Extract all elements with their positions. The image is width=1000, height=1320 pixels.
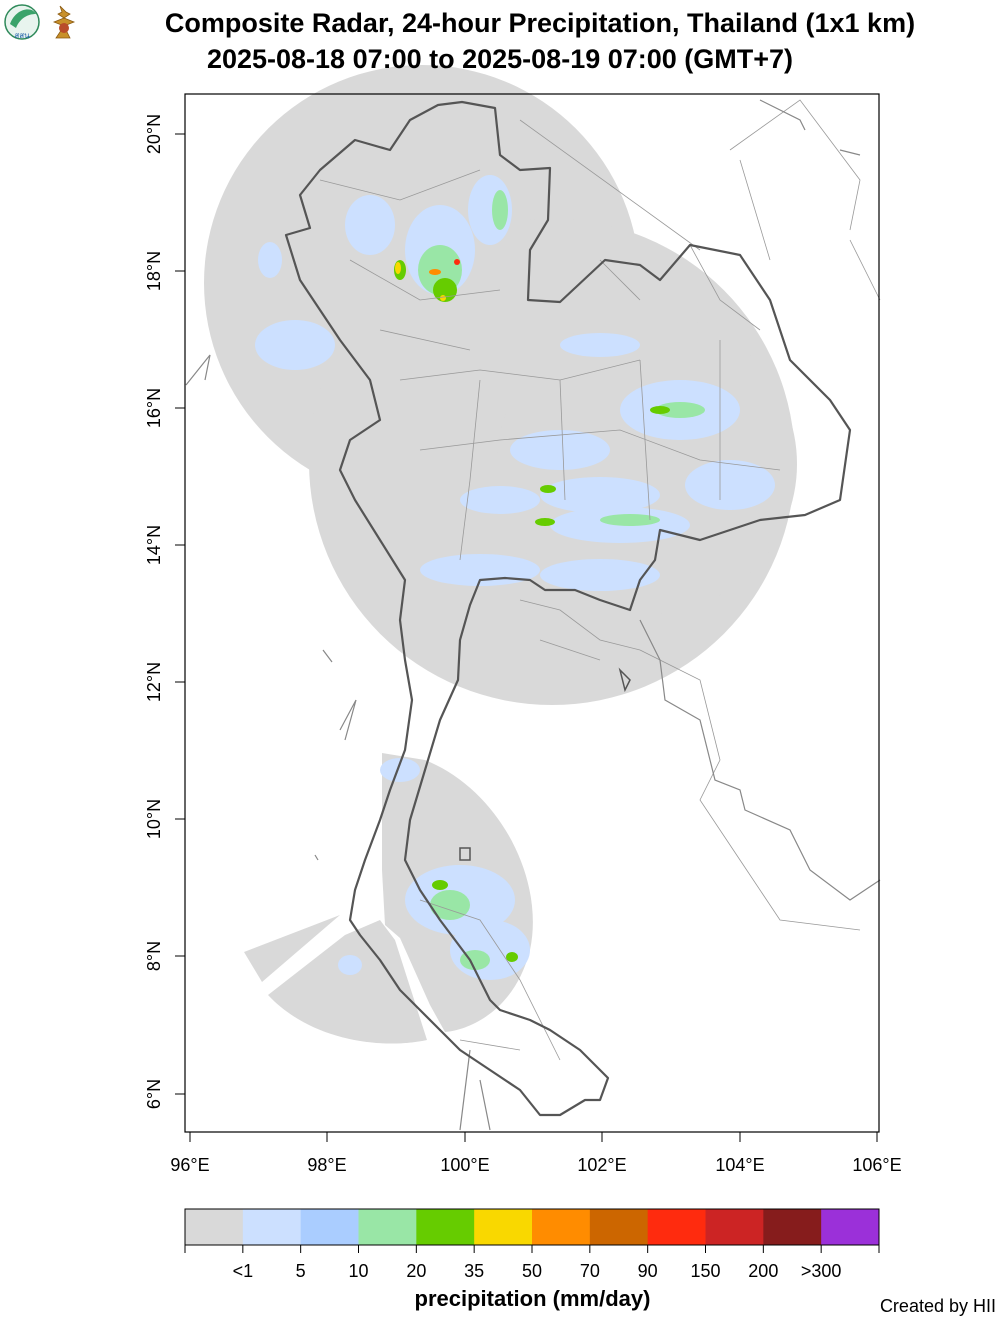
colorbar-label: >300 bbox=[801, 1261, 842, 1281]
colorbar-segment bbox=[821, 1209, 880, 1245]
colorbar-label: 20 bbox=[406, 1261, 426, 1281]
lon-tick-label: 96°E bbox=[170, 1155, 209, 1175]
plot-frame bbox=[184, 93, 880, 1133]
colorbar-label: <1 bbox=[233, 1261, 254, 1281]
lat-tick-label: 16°N bbox=[144, 388, 164, 428]
coastlines bbox=[185, 99, 881, 1131]
colorbar-label: 150 bbox=[690, 1261, 720, 1281]
colorbar-segment bbox=[242, 1209, 302, 1245]
colorbar-segment bbox=[358, 1209, 417, 1245]
colorbar-segment bbox=[763, 1209, 822, 1245]
lat-tick-label: 12°N bbox=[144, 662, 164, 702]
colorbar-label: 10 bbox=[348, 1261, 368, 1281]
hii-logo-text: สสน bbox=[14, 31, 30, 40]
lat-tick-label: 18°N bbox=[144, 251, 164, 291]
colorbar-label: 50 bbox=[522, 1261, 542, 1281]
inner-water bbox=[459, 667, 631, 861]
lon-tick-label: 104°E bbox=[715, 1155, 764, 1175]
lon-tick-label: 98°E bbox=[307, 1155, 346, 1175]
colorbar-segment bbox=[705, 1209, 764, 1245]
colorbar-label: 70 bbox=[580, 1261, 600, 1281]
lat-tick-label: 20°N bbox=[144, 114, 164, 154]
credit-text: Created by HII bbox=[879, 1296, 996, 1316]
colorbar-label: 90 bbox=[638, 1261, 658, 1281]
thailand-border bbox=[284, 100, 852, 1117]
colorbar: <1 5 10 20 35 50 70 90 150 200 >300 bbox=[184, 1208, 880, 1281]
lat-tick-label: 14°N bbox=[144, 525, 164, 565]
colorbar-segment bbox=[300, 1209, 359, 1245]
colorbar-segment bbox=[532, 1209, 591, 1245]
colorbar-label: 200 bbox=[748, 1261, 778, 1281]
lat-tick-label: 6°N bbox=[144, 1079, 164, 1109]
province-borders bbox=[319, 99, 881, 1061]
colorbar-segment bbox=[474, 1209, 533, 1245]
colorbar-title: precipitation (mm/day) bbox=[414, 1286, 651, 1311]
colorbar-segment bbox=[185, 1209, 244, 1245]
colorbar-segment bbox=[416, 1209, 475, 1245]
lon-tick-label: 102°E bbox=[577, 1155, 626, 1175]
rain-intense bbox=[395, 259, 460, 301]
map-title: Composite Radar, 24-hour Precipitation, … bbox=[164, 8, 916, 38]
lat-tick-label: 8°N bbox=[144, 941, 164, 971]
colorbar-segment bbox=[589, 1209, 649, 1245]
colorbar-segment bbox=[647, 1209, 706, 1245]
lon-tick-label: 106°E bbox=[852, 1155, 901, 1175]
rain-moderate bbox=[418, 190, 705, 970]
map-subtitle: 2025-08-18 07:00 to 2025-08-19 07:00 (GM… bbox=[206, 44, 794, 74]
lon-tick-label: 100°E bbox=[440, 1155, 489, 1175]
lat-tick-label: 10°N bbox=[144, 799, 164, 839]
logos: สสน bbox=[4, 4, 76, 40]
royal-emblem bbox=[52, 5, 76, 39]
colorbar-label: 5 bbox=[296, 1261, 306, 1281]
hii-logo: สสน bbox=[4, 4, 40, 40]
colorbar-label: 35 bbox=[464, 1261, 484, 1281]
